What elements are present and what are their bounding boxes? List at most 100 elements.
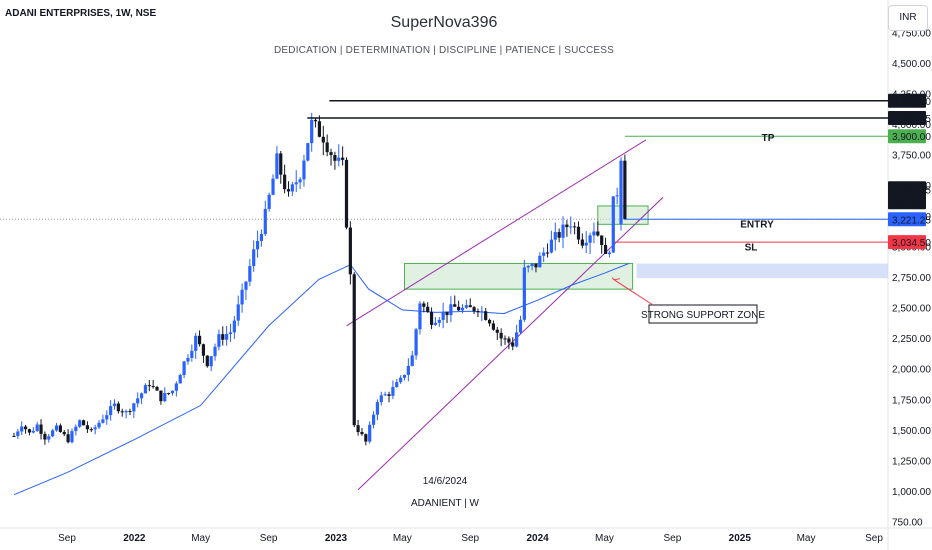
candle-body — [306, 143, 310, 161]
candle-body — [383, 394, 387, 396]
candle-body — [429, 311, 434, 325]
candle-body — [313, 119, 318, 122]
candle-body — [147, 385, 151, 387]
candle — [406, 358, 410, 382]
price-axis[interactable]: 750.00 1,000.00 1,250.00 1,500.00 1,750.00 2,… — [888, 28, 931, 529]
candle-body — [217, 334, 221, 347]
candle — [437, 317, 441, 327]
candle — [159, 390, 163, 405]
candle — [81, 419, 86, 426]
sl-line-tag — [888, 235, 926, 250]
candle-body — [329, 152, 333, 156]
candle-body — [507, 338, 511, 343]
candle — [147, 379, 151, 392]
candle — [503, 335, 507, 345]
candle-body — [503, 338, 507, 340]
candle-body — [159, 390, 163, 402]
candle — [39, 419, 43, 440]
candle-body — [54, 425, 59, 431]
candle-body — [375, 402, 380, 415]
candle-body — [190, 350, 194, 358]
candle — [472, 306, 476, 315]
candle — [294, 170, 298, 193]
candle-body — [89, 429, 93, 431]
candle — [97, 420, 101, 430]
candle — [31, 427, 35, 434]
candle-body — [155, 386, 159, 391]
candle-body — [139, 393, 144, 399]
candle-body — [321, 136, 325, 143]
currency-button[interactable]: INR — [888, 5, 928, 31]
candle-body — [364, 434, 368, 442]
candle — [526, 264, 530, 273]
time-tick-label: 2022 — [123, 533, 146, 544]
candle-body — [333, 155, 337, 161]
ema-line — [13, 263, 629, 496]
candle-body — [352, 274, 356, 426]
candle-body — [182, 361, 186, 375]
candle-body — [391, 387, 395, 396]
candle — [283, 164, 287, 194]
candle-body — [252, 249, 256, 267]
author-name: SuperNova396 — [390, 14, 498, 31]
candle — [78, 419, 82, 429]
time-axis[interactable]: Sep 2022 May Sep 2023 May Sep 2024 May Sep 2025 May… — [58, 533, 883, 544]
candle — [487, 318, 492, 327]
candle-body — [74, 426, 78, 432]
support-callout-label: STRONG SUPPORT ZONE — [641, 310, 765, 321]
support-arrow-head — [611, 277, 621, 281]
time-tick-label: Sep — [865, 533, 883, 544]
candle-body — [406, 365, 410, 375]
candle — [511, 337, 515, 351]
candle — [54, 422, 59, 432]
price-tick-label: 2,500.00 — [892, 304, 931, 315]
candle — [329, 148, 333, 166]
candle-body — [255, 240, 260, 250]
candle-body — [186, 357, 190, 362]
candle — [545, 243, 550, 258]
time-tick-label: May — [191, 533, 210, 544]
candle-body — [151, 386, 155, 388]
candle-body — [480, 311, 484, 313]
entry-line-tag-label: 3,221.25 — [892, 215, 931, 226]
candle-body — [275, 153, 279, 179]
candle — [391, 380, 395, 400]
candle — [429, 307, 434, 330]
candle — [62, 430, 66, 437]
candle-body — [387, 394, 391, 396]
candle — [375, 399, 380, 421]
candle — [178, 373, 182, 384]
candle — [557, 228, 561, 243]
candle — [101, 414, 105, 424]
sl-label: SL — [745, 243, 758, 254]
candle — [155, 385, 159, 391]
watermark-label: ADANIENT | W — [411, 498, 480, 509]
candle-body — [371, 414, 376, 425]
candle-body — [31, 430, 35, 433]
candle — [348, 221, 352, 285]
candle-body — [588, 235, 592, 243]
date-label: 14/6/2024 — [423, 476, 468, 487]
candle — [418, 301, 422, 335]
candle-body — [58, 425, 62, 432]
countdown-label: 2d 14h — [892, 197, 923, 208]
candle — [619, 157, 623, 231]
candle-body — [302, 160, 306, 180]
candle — [252, 240, 256, 272]
candle-body — [453, 304, 457, 307]
candle-body — [271, 178, 275, 195]
candle — [217, 329, 221, 351]
candle-body — [600, 235, 604, 245]
candle-body — [143, 385, 148, 394]
candle-body — [348, 227, 352, 275]
candle — [584, 231, 588, 253]
candle — [58, 423, 62, 433]
candle-body — [418, 303, 422, 330]
candle-body — [399, 377, 403, 383]
candle — [190, 344, 194, 362]
candle — [240, 283, 244, 313]
candle — [167, 392, 171, 396]
candle-body — [283, 174, 287, 190]
candle-body — [259, 234, 264, 241]
